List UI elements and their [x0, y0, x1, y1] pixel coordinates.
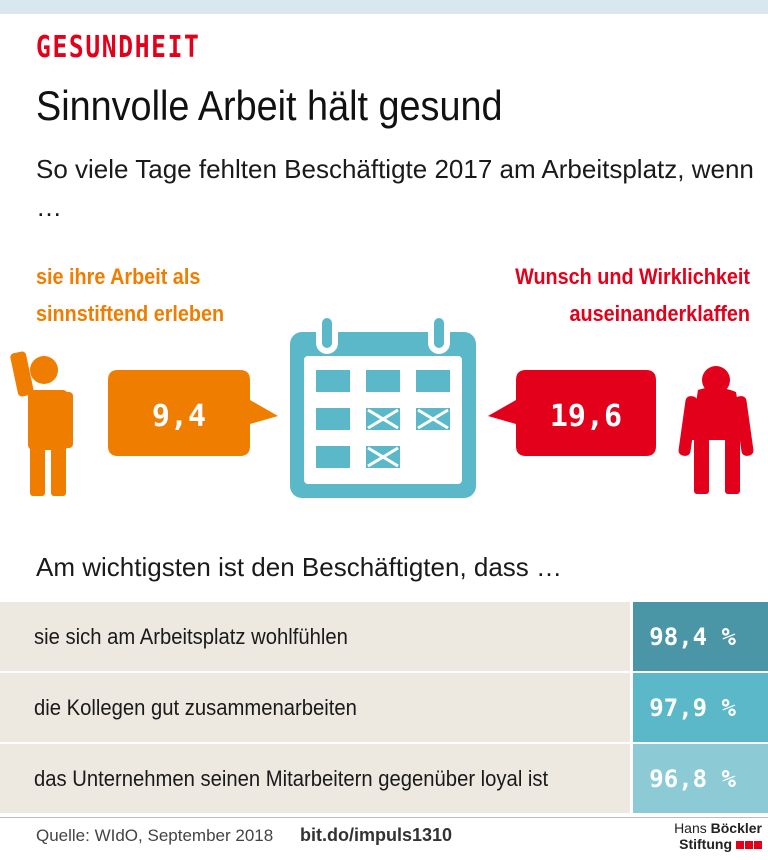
row-value: 97,9 % — [633, 673, 768, 742]
logo-text-stiftung: Stiftung — [679, 836, 732, 852]
row-text: die Kollegen gut zusammenarbeiten — [34, 694, 357, 720]
top-bar — [0, 0, 768, 14]
left-condition-label: sie ihre Arbeit als sinnstiftend erleben — [36, 264, 225, 326]
footer-divider — [0, 817, 768, 818]
right-value-bubble: 19,6 — [488, 370, 656, 456]
exhausted-worker-icon — [678, 366, 754, 494]
left-value: 9,4 — [152, 399, 206, 434]
calendar-icon — [290, 314, 476, 498]
ranking-table: sie sich am Arbeitsplatz wohlfühlen 98,4… — [0, 602, 768, 815]
ranking-title: Am wichtigsten ist den Beschäftigten, da… — [36, 552, 563, 582]
hans-boeckler-logo: Hans Böckler Stiftung — [652, 820, 762, 852]
logo-text-boeckler: Böckler — [710, 820, 762, 836]
source-note: Quelle: WIdO, September 2018 — [36, 826, 274, 845]
logo-mark-icon — [736, 841, 762, 850]
left-value-bubble: 9,4 — [108, 370, 278, 456]
source-link[interactable]: bit.do/impuls1310 — [300, 825, 453, 845]
right-value: 19,6 — [550, 399, 622, 434]
table-row: die Kollegen gut zusammenarbeiten 97,9 % — [0, 673, 768, 742]
table-row: sie sich am Arbeitsplatz wohlfühlen 98,4… — [0, 602, 768, 671]
right-condition-label: Wunsch und Wirklichkeit auseinanderklaff… — [515, 264, 750, 326]
absence-illustration: 9,4 19,6 — [10, 314, 754, 498]
row-value: 96,8 % — [633, 744, 768, 813]
subtitle: So viele Tage fehlten Beschäftigte 2017 … — [36, 154, 754, 222]
table-row: das Unternehmen seinen Mitarbeitern gege… — [0, 744, 768, 813]
logo-text-hans: Hans — [674, 820, 707, 836]
row-text: das Unternehmen seinen Mitarbeitern gege… — [34, 765, 549, 791]
kicker: GESUNDHEIT — [36, 30, 201, 65]
row-text: sie sich am Arbeitsplatz wohlfühlen — [34, 623, 348, 649]
happy-worker-icon — [10, 351, 73, 496]
row-value: 98,4 % — [633, 602, 768, 671]
page-title: Sinnvolle Arbeit hält gesund — [36, 82, 503, 129]
